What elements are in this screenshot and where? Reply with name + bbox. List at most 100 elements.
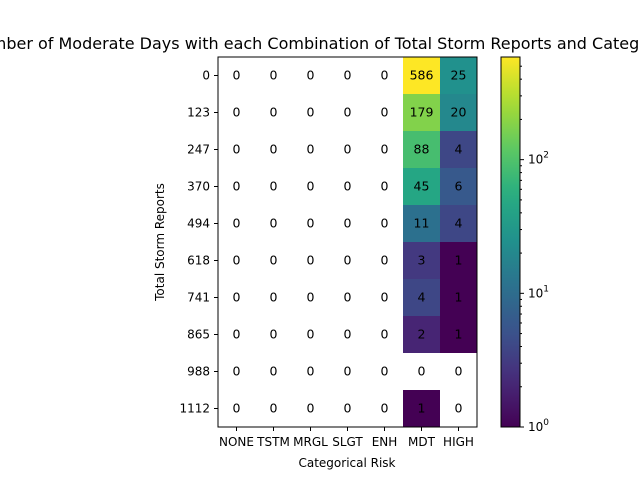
- colorbar: [500, 56, 521, 428]
- cell-value-label: 0: [270, 327, 278, 342]
- heatmap-cell: [255, 205, 292, 242]
- cell-value-label: 0: [307, 253, 315, 268]
- colorbar-tick-label: 102: [528, 151, 549, 167]
- cell-value-label: 4: [455, 216, 463, 231]
- cell-value-label: 2: [418, 327, 426, 342]
- cell-value-label: 0: [344, 105, 352, 120]
- y-tick-label: 618: [187, 254, 210, 268]
- cell-value-label: 0: [233, 142, 241, 157]
- heatmap-cell: [440, 279, 477, 316]
- y-tick-label: 988: [187, 365, 210, 379]
- cell-value-label: 3: [418, 253, 426, 268]
- heatmap-cell: [218, 242, 255, 279]
- heatmap-cell: [255, 242, 292, 279]
- cell-value-label: 0: [344, 253, 352, 268]
- heatmap-cell: [403, 205, 440, 242]
- heatmap-cell: [440, 168, 477, 205]
- heatmap-cell: [292, 131, 329, 168]
- heatmap-cell: [292, 279, 329, 316]
- heatmap-cell: [403, 390, 440, 427]
- cell-value-label: 0: [307, 179, 315, 194]
- heatmap-cell: [218, 390, 255, 427]
- heatmap-cell: [440, 57, 477, 94]
- cell-value-label: 0: [381, 327, 389, 342]
- heatmap-cell: [329, 131, 366, 168]
- cell-value-label: 1: [455, 253, 463, 268]
- cell-value-label: 0: [381, 290, 389, 305]
- heatmap-cell: [329, 242, 366, 279]
- cell-value-label: 0: [344, 179, 352, 194]
- cell-value-label: 0: [233, 290, 241, 305]
- heatmap-cell: [329, 353, 366, 390]
- cell-value-label: 0: [233, 401, 241, 416]
- x-axis-label: Categorical Risk: [298, 456, 395, 470]
- colorbar-ticks: 100 101 102: [520, 65, 549, 434]
- y-tick-label: 123: [187, 106, 210, 120]
- y-tick-label: 865: [187, 328, 210, 342]
- heatmap-cell: [255, 353, 292, 390]
- heatmap-cell: [366, 316, 403, 353]
- heatmap-cell: [440, 131, 477, 168]
- cell-value-label: 0: [233, 105, 241, 120]
- cell-value-label: 0: [344, 327, 352, 342]
- cell-value-label: 25: [451, 68, 467, 83]
- cell-value-label: 0: [233, 253, 241, 268]
- heatmap-cell: [292, 168, 329, 205]
- cell-value-label: 0: [455, 364, 463, 379]
- heatmap-cell: [329, 390, 366, 427]
- y-tick-label: 494: [187, 217, 210, 231]
- cell-value-label: 0: [344, 401, 352, 416]
- heatmap-cell: [255, 279, 292, 316]
- heatmap-cell: [329, 205, 366, 242]
- x-tick-label: ENH: [372, 435, 398, 449]
- y-tick-label: 247: [187, 143, 210, 157]
- x-tick-label: SLGT: [332, 435, 363, 449]
- cell-value-label: 0: [344, 68, 352, 83]
- cell-value-label: 1: [455, 327, 463, 342]
- heatmap-cell: [218, 94, 255, 131]
- heatmap-cell: [403, 131, 440, 168]
- heatmap-cell: [440, 316, 477, 353]
- heatmap-cell: [366, 94, 403, 131]
- cell-value-label: 0: [344, 216, 352, 231]
- x-tick-label: MDT: [408, 435, 436, 449]
- heatmap-cell: [440, 94, 477, 131]
- cell-value-label: 0: [307, 68, 315, 83]
- heatmap-cell: [366, 205, 403, 242]
- cell-value-label: 0: [233, 68, 241, 83]
- heatmap-cell: [292, 316, 329, 353]
- cell-value-label: 6: [455, 179, 463, 194]
- heatmap-cell: [218, 316, 255, 353]
- heatmap-cell: [366, 131, 403, 168]
- heatmap-cell: [255, 316, 292, 353]
- chart-title: Number of Moderate Days with each Combin…: [0, 34, 640, 53]
- heatmap-cell: [440, 353, 477, 390]
- cell-value-label: 88: [414, 142, 430, 157]
- cell-value-label: 0: [233, 179, 241, 194]
- heatmap-cell: [366, 390, 403, 427]
- y-tick-label: 0: [202, 69, 210, 83]
- heatmap-cell: [366, 242, 403, 279]
- colorbar-tick-label: 100: [528, 418, 549, 434]
- cell-value-label: 0: [344, 364, 352, 379]
- x-tick-label: TSTM: [256, 435, 290, 449]
- cell-value-label: 0: [307, 142, 315, 157]
- heatmap-cell: [218, 205, 255, 242]
- cell-value-label: 4: [418, 290, 426, 305]
- colorbar-tick-label: 101: [528, 284, 549, 300]
- heatmap-cell: [218, 57, 255, 94]
- heatmap-cell: [403, 94, 440, 131]
- cell-value-label: 0: [381, 105, 389, 120]
- x-tick-label: MRGL: [293, 435, 328, 449]
- cell-value-label: 0: [381, 216, 389, 231]
- heatmap-cell: [403, 242, 440, 279]
- heatmap-cell: [255, 94, 292, 131]
- heatmap-cell: [292, 390, 329, 427]
- heatmap-cell: [366, 279, 403, 316]
- cell-value-label: 0: [270, 401, 278, 416]
- cell-value-label: 0: [381, 142, 389, 157]
- cell-value-label: 20: [451, 105, 467, 120]
- heatmap-cell: [329, 57, 366, 94]
- cell-value-label: 0: [381, 401, 389, 416]
- cell-value-label: 0: [270, 142, 278, 157]
